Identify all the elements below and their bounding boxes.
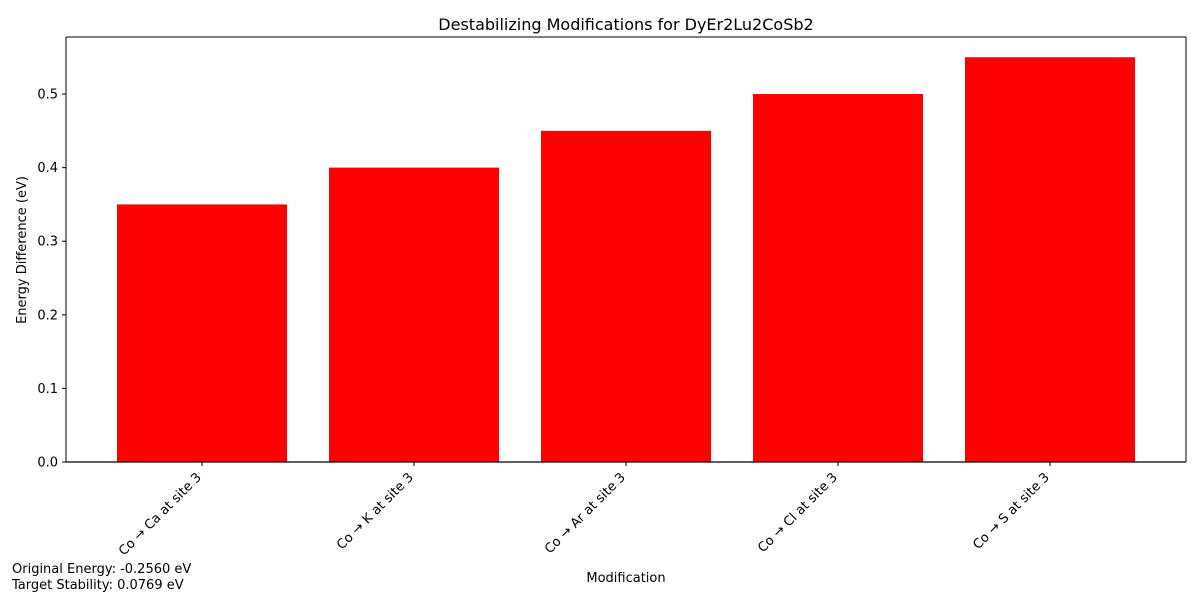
x-tick-label: Co → S at site 3 <box>970 470 1052 552</box>
x-axis-label: Modification <box>586 571 665 586</box>
x-tick-label: Co → K at site 3 <box>334 470 417 553</box>
bar <box>541 130 711 462</box>
bar <box>965 57 1135 462</box>
y-tick-label: 0.4 <box>37 161 58 176</box>
bar <box>329 167 499 463</box>
bar <box>753 94 923 462</box>
y-tick-label: 0.3 <box>37 235 58 250</box>
x-tick-label: Co → Ar at site 3 <box>542 470 629 557</box>
y-tick-label: 0.0 <box>37 456 58 471</box>
x-tick-label: Co → Ca at site 3 <box>116 470 205 559</box>
x-tick-label: Co → Cl at site 3 <box>755 470 841 556</box>
original-energy-note: Original Energy: -0.2560 eV <box>12 562 192 577</box>
chart-title: Destabilizing Modifications for DyEr2Lu2… <box>438 15 813 34</box>
plot-area: 0.0 0.1 0.2 0.3 0.4 0.5 Co → Ca at site 3 Co → … <box>37 36 1187 559</box>
bar <box>117 204 287 462</box>
y-tick-label: 0.1 <box>37 382 58 397</box>
target-stability-note: Target Stability: 0.0769 eV <box>12 578 184 593</box>
y-tick-label: 0.2 <box>37 308 58 323</box>
y-tick-label: 0.5 <box>37 88 58 103</box>
y-axis-label: Energy Difference (eV) <box>15 176 30 324</box>
